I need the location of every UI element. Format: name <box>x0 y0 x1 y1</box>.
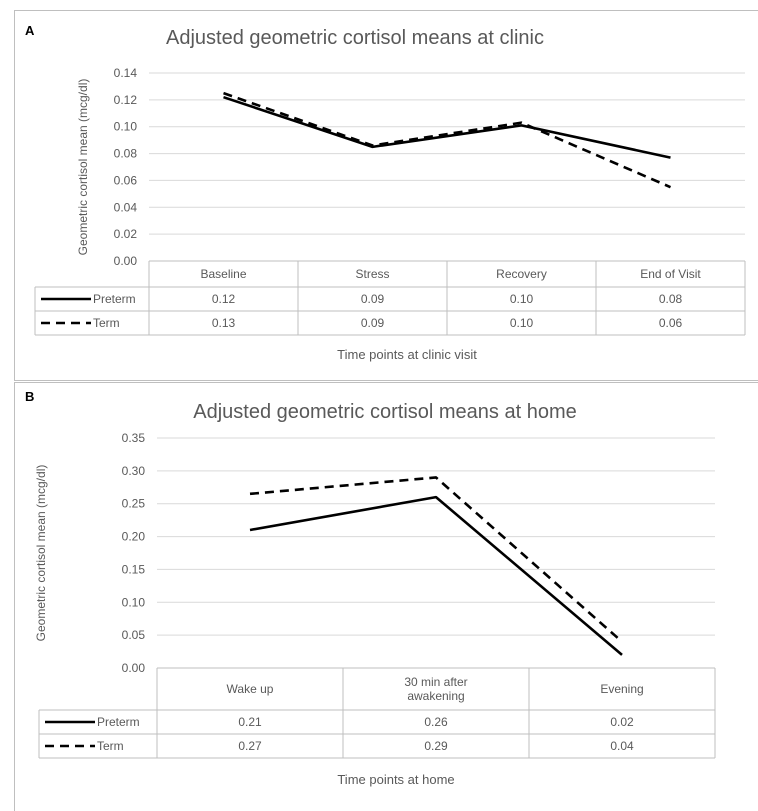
x-category-label-a: End of Visit <box>640 267 701 281</box>
chart-panel-a: A Adjusted geometric cortisol means at c… <box>14 10 758 381</box>
chart-title-a: Adjusted geometric cortisol means at cli… <box>166 27 544 49</box>
table-value-term-a: 0.13 <box>212 316 236 330</box>
table-value-preterm-b: 0.21 <box>238 715 262 729</box>
table-value-preterm-b: 0.26 <box>424 715 448 729</box>
legend-label-preterm-a: Preterm <box>93 292 136 306</box>
x-category-label-b: awakening <box>407 689 464 703</box>
y-tick-label-b: 0.25 <box>122 497 146 511</box>
y-tick-label-a: 0.08 <box>114 147 138 161</box>
x-category-label-b: 30 min after <box>404 675 467 689</box>
table-value-preterm-a: 0.12 <box>212 292 236 306</box>
legend-label-preterm-b: Preterm <box>97 715 140 729</box>
series-line-preterm-a <box>223 95 671 159</box>
y-tick-label-b: 0.00 <box>122 661 146 675</box>
y-tick-label-b: 0.20 <box>122 530 146 544</box>
x-category-label-a: Baseline <box>200 267 246 281</box>
table-value-preterm-b: 0.02 <box>610 715 634 729</box>
chart-panel-b: B Adjusted geometric cortisol means at h… <box>14 382 758 811</box>
y-tick-label-a: 0.10 <box>114 120 138 134</box>
y-axis-title-b: Geometric cortisol mean (mcg/dl) <box>34 465 48 642</box>
panel-label-b: B <box>25 389 35 404</box>
x-category-label-b: Wake up <box>227 682 274 696</box>
chart-svg-a: 0.00 0.02 0.04 0.06 0.08 0.10 0.12 0.14 Geometri… <box>34 66 746 362</box>
chart-title-b: Adjusted geometric cortisol means at hom… <box>193 401 577 423</box>
y-tick-label-a: 0.06 <box>114 173 138 187</box>
series-line-term-b <box>249 476 623 643</box>
series-line-term-a <box>223 91 672 189</box>
table-value-term-b: 0.04 <box>610 739 634 753</box>
y-tick-label-b: 0.05 <box>122 628 146 642</box>
table-value-term-b: 0.29 <box>424 739 448 753</box>
x-category-label-b: Evening <box>600 682 643 696</box>
y-axis-title-a: Geometric cortisol mean (mcg/dl) <box>76 79 90 256</box>
legend-label-term-b: Term <box>97 739 124 753</box>
x-axis-title-a: Time points at clinic visit <box>337 347 477 362</box>
y-tick-label-a: 0.14 <box>114 66 138 80</box>
table-value-preterm-a: 0.10 <box>510 292 534 306</box>
y-tick-label-a: 0.12 <box>114 93 138 107</box>
x-axis-title-b: Time points at home <box>337 772 454 787</box>
y-tick-label-b: 0.10 <box>122 595 146 609</box>
legend-label-term-a: Term <box>93 316 120 330</box>
table-value-term-a: 0.09 <box>361 316 385 330</box>
chart-svg-b: 0.00 0.05 0.10 0.15 0.20 0.25 0.30 0.35 Geometri… <box>34 431 716 787</box>
y-tick-label-b: 0.15 <box>122 562 146 576</box>
table-value-preterm-a: 0.08 <box>659 292 683 306</box>
y-tick-label-a: 0.04 <box>114 200 138 214</box>
series-line-preterm-b <box>249 495 623 656</box>
y-tick-label-a: 0.00 <box>114 254 138 268</box>
y-tick-label-a: 0.02 <box>114 227 138 241</box>
table-value-term-a: 0.10 <box>510 316 534 330</box>
y-tick-label-b: 0.30 <box>122 464 146 478</box>
x-category-label-a: Stress <box>355 267 389 281</box>
table-value-term-b: 0.27 <box>238 739 262 753</box>
x-category-label-a: Recovery <box>496 267 547 281</box>
table-value-term-a: 0.06 <box>659 316 683 330</box>
panel-label-a: A <box>25 23 35 38</box>
table-value-preterm-a: 0.09 <box>361 292 385 306</box>
y-tick-label-b: 0.35 <box>122 431 146 445</box>
